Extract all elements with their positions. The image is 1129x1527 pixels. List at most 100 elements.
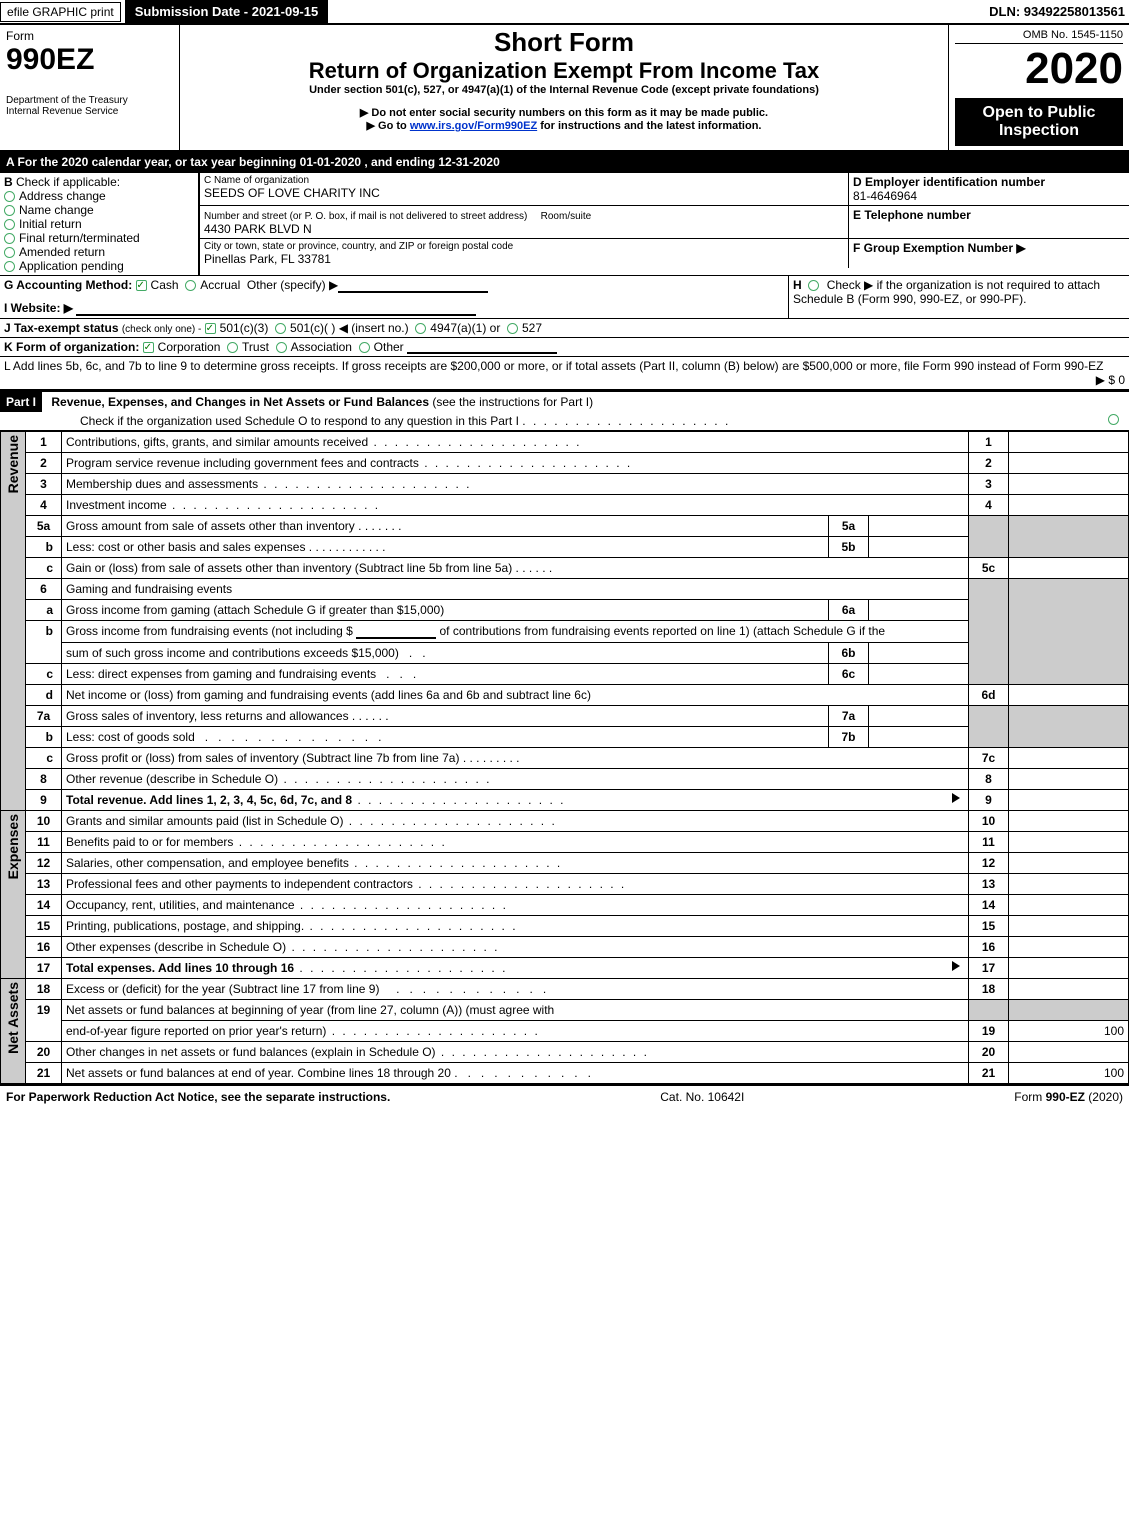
chk-h[interactable] bbox=[808, 280, 819, 291]
j-a: 501(c)(3) bbox=[220, 321, 269, 335]
g-lbl: G Accounting Method: bbox=[4, 278, 132, 292]
chk-501c[interactable] bbox=[275, 323, 286, 334]
line-16: Other expenses (describe in Schedule O) bbox=[62, 937, 969, 958]
chk-address-change[interactable] bbox=[4, 191, 15, 202]
dln: DLN: 93492258013561 bbox=[989, 4, 1129, 19]
street: 4430 PARK BLVD N bbox=[204, 222, 312, 236]
room-lbl: Room/suite bbox=[541, 211, 592, 222]
chk-cash[interactable] bbox=[136, 280, 147, 291]
line-7c: Gross profit or (loss) from sales of inv… bbox=[62, 748, 969, 769]
chk-assoc[interactable] bbox=[276, 342, 287, 353]
return-title: Return of Organization Exempt From Incom… bbox=[188, 58, 940, 84]
chk-4947[interactable] bbox=[415, 323, 426, 334]
line-13: Professional fees and other payments to … bbox=[62, 874, 969, 895]
opt-initial: Initial return bbox=[19, 217, 82, 231]
arrow-icon bbox=[952, 961, 960, 971]
line-19a: Net assets or fund balances at beginning… bbox=[62, 1000, 969, 1021]
chk-amended[interactable] bbox=[4, 247, 15, 258]
page-footer: For Paperwork Reduction Act Notice, see … bbox=[0, 1084, 1129, 1108]
line-7a: Gross sales of inventory, less returns a… bbox=[62, 706, 829, 727]
line-5a: Gross amount from sale of assets other t… bbox=[62, 516, 829, 537]
form-word: Form bbox=[6, 29, 173, 43]
k-lbl: K Form of organization: bbox=[4, 340, 139, 354]
part1-title: Revenue, Expenses, and Changes in Net As… bbox=[45, 395, 593, 409]
addr-lbl: Number and street (or P. O. box, if mail… bbox=[204, 211, 527, 222]
g-other: Other (specify) ▶ bbox=[247, 278, 338, 292]
opt-address: Address change bbox=[19, 189, 106, 203]
part1-check: Check if the organization used Schedule … bbox=[0, 412, 1129, 430]
line-21: Net assets or fund balances at end of ye… bbox=[62, 1063, 969, 1084]
line-2: Program service revenue including govern… bbox=[62, 453, 969, 474]
chk-527[interactable] bbox=[507, 323, 518, 334]
footer-left: For Paperwork Reduction Act Notice, see … bbox=[6, 1090, 390, 1104]
line-6c: Less: direct expenses from gaming and fu… bbox=[62, 664, 829, 685]
form-number: 990EZ bbox=[6, 43, 173, 77]
chk-name-change[interactable] bbox=[4, 205, 15, 216]
line-1: Contributions, gifts, grants, and simila… bbox=[62, 432, 969, 453]
goto-pre: ▶ Go to bbox=[367, 120, 410, 132]
entity-block: B Check if applicable: Address change Na… bbox=[0, 173, 1129, 276]
g-h-row: G Accounting Method: Cash Accrual Other … bbox=[0, 276, 1129, 319]
omb: OMB No. 1545-1150 bbox=[955, 29, 1123, 44]
line-19b: end-of-year figure reported on prior yea… bbox=[62, 1021, 969, 1042]
chk-accrual[interactable] bbox=[185, 280, 196, 291]
goto-line: ▶ Go to www.irs.gov/Form990EZ for instru… bbox=[188, 119, 940, 132]
line-18: Excess or (deficit) for the year (Subtra… bbox=[62, 979, 969, 1000]
chk-pending[interactable] bbox=[4, 261, 15, 272]
line-17: Total expenses. Add lines 10 through 16 bbox=[62, 958, 969, 979]
line-5c: Gain or (loss) from sale of assets other… bbox=[62, 558, 969, 579]
chk-other-org[interactable] bbox=[359, 342, 370, 353]
short-form: Short Form bbox=[188, 27, 940, 58]
k-other: Other bbox=[374, 340, 404, 354]
line-7b: Less: cost of goods sold . . . . . . . .… bbox=[62, 727, 829, 748]
netassets-label: Net Assets bbox=[5, 982, 21, 1054]
chk-final[interactable] bbox=[4, 233, 15, 244]
c-name-lbl: C Name of organization bbox=[204, 175, 844, 186]
chk-schedule-o[interactable] bbox=[1108, 414, 1119, 425]
k-assoc: Association bbox=[291, 340, 352, 354]
k-corp: Corporation bbox=[158, 340, 221, 354]
j-lbl: J Tax-exempt status bbox=[4, 321, 119, 335]
city: Pinellas Park, FL 33781 bbox=[204, 252, 844, 266]
opt-name: Name change bbox=[19, 203, 94, 217]
submission-date: Submission Date - 2021-09-15 bbox=[125, 0, 329, 23]
j-c: 4947(a)(1) or bbox=[430, 321, 500, 335]
chk-501c3[interactable] bbox=[205, 323, 216, 334]
h-text: Check ▶ if the organization is not requi… bbox=[793, 278, 1100, 306]
goto-post: for instructions and the latest informat… bbox=[537, 120, 761, 132]
line-11: Benefits paid to or for members bbox=[62, 832, 969, 853]
line-6: Gaming and fundraising events bbox=[62, 579, 969, 600]
g-cash: Cash bbox=[151, 278, 179, 292]
j-d: 527 bbox=[522, 321, 542, 335]
g-accrual: Accrual bbox=[200, 278, 240, 292]
part1-header: Part I Revenue, Expenses, and Changes in… bbox=[0, 390, 1129, 431]
org-name: SEEDS OF LOVE CHARITY INC bbox=[204, 186, 844, 200]
ssn-warning: ▶ Do not enter social security numbers o… bbox=[188, 106, 940, 119]
d-lbl: D Employer identification number bbox=[853, 175, 1045, 189]
chk-initial[interactable] bbox=[4, 219, 15, 230]
form-header: Form 990EZ Department of the Treasury In… bbox=[0, 25, 1129, 152]
k-row: K Form of organization: Corporation Trus… bbox=[0, 338, 1129, 358]
line-14: Occupancy, rent, utilities, and maintena… bbox=[62, 895, 969, 916]
amt-21: 100 bbox=[1009, 1063, 1129, 1084]
efile-print[interactable]: efile GRAPHIC print bbox=[0, 2, 121, 22]
open-inspection: Open to Public Inspection bbox=[955, 98, 1123, 146]
chk-trust[interactable] bbox=[227, 342, 238, 353]
f-lbl: F Group Exemption Number ▶ bbox=[853, 241, 1026, 255]
j-row: J Tax-exempt status (check only one) - 5… bbox=[0, 319, 1129, 338]
line-12: Salaries, other compensation, and employ… bbox=[62, 853, 969, 874]
irs-link[interactable]: www.irs.gov/Form990EZ bbox=[410, 120, 537, 132]
chk-corp[interactable] bbox=[143, 342, 154, 353]
opt-amended: Amended return bbox=[19, 245, 105, 259]
dept: Department of the Treasury bbox=[6, 95, 173, 106]
footer-mid: Cat. No. 10642I bbox=[660, 1090, 744, 1104]
line-9: Total revenue. Add lines 1, 2, 3, 4, 5c,… bbox=[62, 790, 969, 811]
opt-pending: Application pending bbox=[19, 259, 124, 273]
l-text: L Add lines 5b, 6c, and 7b to line 9 to … bbox=[4, 359, 1103, 373]
footer-right: Form 990-EZ (2020) bbox=[1014, 1090, 1123, 1104]
revenue-label: Revenue bbox=[5, 435, 21, 493]
line-5b: Less: cost or other basis and sales expe… bbox=[62, 537, 829, 558]
h-lbl: H bbox=[793, 278, 802, 292]
line-8: Other revenue (describe in Schedule O) bbox=[62, 769, 969, 790]
line-6b-2: sum of such gross income and contributio… bbox=[62, 643, 829, 664]
